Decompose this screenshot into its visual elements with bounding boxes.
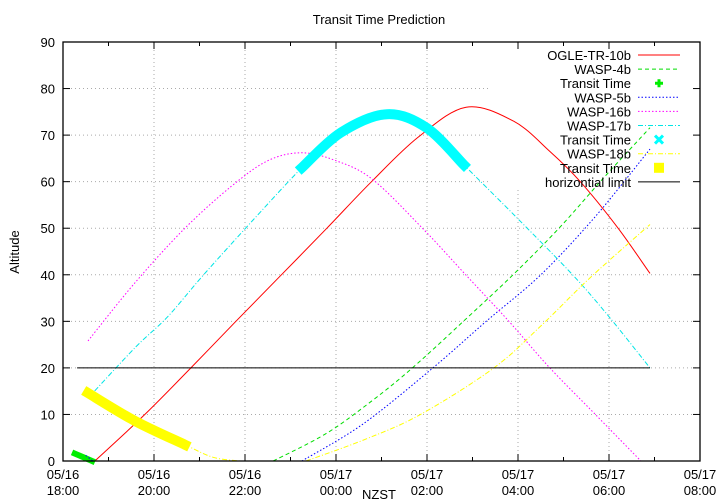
series-wasp-4b-line xyxy=(272,127,651,462)
x-tick-label-date: 05/17 xyxy=(684,467,717,482)
y-tick-label: 80 xyxy=(41,82,55,97)
x-tick-label-time: 22:00 xyxy=(229,483,262,498)
y-tick-label: 0 xyxy=(48,454,55,469)
x-tick-label-date: 05/17 xyxy=(593,467,626,482)
series-wasp-5b-line xyxy=(301,148,651,462)
x-tick-label-time: 08:00 xyxy=(684,483,717,498)
y-tick-label: 60 xyxy=(41,175,55,190)
x-tick-label-time: 06:00 xyxy=(593,483,626,498)
x-tick-label-date: 05/16 xyxy=(229,467,262,482)
axes: 010203040506070809005/1618:0005/1620:000… xyxy=(41,35,717,498)
x-axis-label: NZST xyxy=(362,487,396,502)
y-tick-label: 40 xyxy=(41,268,55,283)
legend-plus-marker-icon xyxy=(655,79,663,88)
series-wasp-16b-line xyxy=(87,152,642,462)
x-tick-label-time: 18:00 xyxy=(47,483,80,498)
y-tick-label: 20 xyxy=(41,361,55,376)
series-transit-time-line xyxy=(81,386,192,452)
x-tick-label-time: 00:00 xyxy=(320,483,353,498)
x-tick-label-date: 05/17 xyxy=(411,467,444,482)
x-tick-label-date: 05/17 xyxy=(502,467,535,482)
plot-frame xyxy=(62,41,701,462)
legend-cross-marker-icon xyxy=(653,134,665,145)
x-tick-label-time: 04:00 xyxy=(502,483,535,498)
chart-title: Transit Time Prediction xyxy=(313,12,445,27)
legend-square-marker-icon xyxy=(654,162,664,173)
legend-label: OGLE-TR-10b xyxy=(547,48,631,63)
y-tick-label: 50 xyxy=(41,221,55,236)
x-tick-label-time: 02:00 xyxy=(411,483,444,498)
legend-label: WASP-18b xyxy=(567,147,631,162)
legend-label: Transit Time xyxy=(560,161,631,176)
x-tick-label-date: 05/17 xyxy=(320,467,353,482)
legend-label: WASP-16b xyxy=(567,104,631,119)
x-tick-label-date: 05/16 xyxy=(47,467,80,482)
legend-label: WASP-17b xyxy=(567,119,631,134)
x-tick-label-date: 05/16 xyxy=(138,467,171,482)
curves xyxy=(70,106,651,465)
x-tick-label-time: 20:00 xyxy=(138,483,171,498)
series-wasp-18b-line xyxy=(305,224,651,462)
legend-label: WASP-5b xyxy=(574,90,631,105)
y-axis-label: Altitude xyxy=(7,230,22,273)
y-tick-label: 70 xyxy=(41,128,55,143)
legend-label: WASP-4b xyxy=(574,62,631,77)
y-tick-label: 90 xyxy=(41,35,55,50)
legend-label: horizontial limit xyxy=(545,175,631,190)
series-transit-time-line xyxy=(70,449,97,465)
legend-label: Transit Time xyxy=(560,76,631,91)
legend-label: Transit Time xyxy=(560,133,631,148)
y-tick-label: 30 xyxy=(41,314,55,329)
y-tick-label: 10 xyxy=(41,407,55,422)
series-transit-time-line xyxy=(294,109,471,175)
